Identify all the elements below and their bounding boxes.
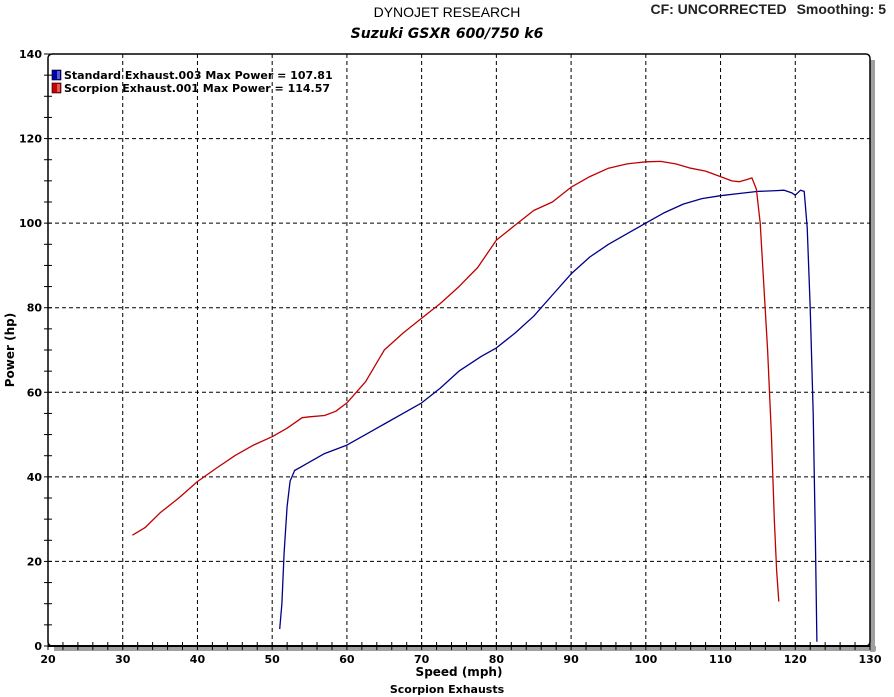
x-axis-title: Speed (mph) bbox=[416, 665, 503, 679]
x-tick-label: 110 bbox=[709, 653, 732, 666]
shadow-right bbox=[870, 60, 875, 652]
y-tick-label: 40 bbox=[27, 471, 43, 484]
x-tick-label: 130 bbox=[859, 653, 882, 666]
power-curve-scorpion bbox=[132, 160, 780, 602]
y-tick-label: 80 bbox=[27, 302, 43, 315]
y-tick-label: 0 bbox=[34, 640, 42, 653]
y-tick-label: 100 bbox=[19, 217, 42, 230]
plot-area bbox=[47, 53, 871, 647]
legend-swatch-highlight bbox=[57, 71, 60, 79]
legend-label: Standard Exhaust.003 Max Power = 107.81 bbox=[64, 69, 333, 82]
chart-subtitle: Suzuki GSXR 600/750 k6 bbox=[350, 26, 544, 42]
footer-caption: Scorpion Exhausts bbox=[389, 683, 505, 696]
x-tick-label: 30 bbox=[115, 653, 131, 666]
y-axis-tick-labels: 0 20 40 60 80 100 120 140 bbox=[19, 48, 42, 653]
plot-shadow bbox=[54, 60, 876, 652]
x-axis-tick-labels: 20 30 40 50 60 70 80 90 100 110 120 130 bbox=[40, 653, 881, 666]
x-tick-label: 40 bbox=[190, 653, 206, 666]
x-tick-label: 80 bbox=[489, 653, 505, 666]
x-tick-label: 20 bbox=[40, 653, 56, 666]
legend-swatch bbox=[51, 69, 62, 81]
legend-label: Scorpion Exhaust.001 Max Power = 114.57 bbox=[64, 82, 330, 95]
legend-swatch bbox=[51, 82, 62, 94]
legend: Standard Exhaust.003 Max Power = 107.81S… bbox=[51, 69, 333, 95]
x-tick-label: 70 bbox=[414, 653, 430, 666]
legend-swatch-highlight bbox=[57, 84, 60, 92]
y-tick-label: 120 bbox=[19, 133, 42, 146]
x-tick-label: 100 bbox=[634, 653, 657, 666]
y-tick-label: 20 bbox=[27, 555, 43, 568]
chart-title: DYNOJET RESEARCH bbox=[373, 4, 521, 20]
smoothing-label: Smoothing: 5 bbox=[796, 1, 886, 17]
x-tick-label: 50 bbox=[265, 653, 281, 666]
axis-ticks bbox=[44, 53, 871, 650]
y-tick-label: 140 bbox=[19, 48, 42, 61]
y-tick-label: 60 bbox=[27, 386, 43, 399]
power-curve-standard bbox=[279, 189, 818, 642]
shadow-bottom bbox=[54, 646, 876, 651]
correction-info: CF: UNCORRECTED Smoothing: 5 bbox=[640, 1, 886, 17]
x-tick-label: 120 bbox=[784, 653, 807, 666]
data-series bbox=[132, 160, 818, 642]
plot-border bbox=[47, 53, 871, 647]
x-tick-label: 90 bbox=[563, 653, 579, 666]
y-axis-title: Power (hp) bbox=[3, 313, 17, 387]
x-tick-label: 60 bbox=[339, 653, 355, 666]
cf-label: CF: UNCORRECTED bbox=[650, 1, 787, 17]
grid-lines bbox=[48, 54, 870, 646]
